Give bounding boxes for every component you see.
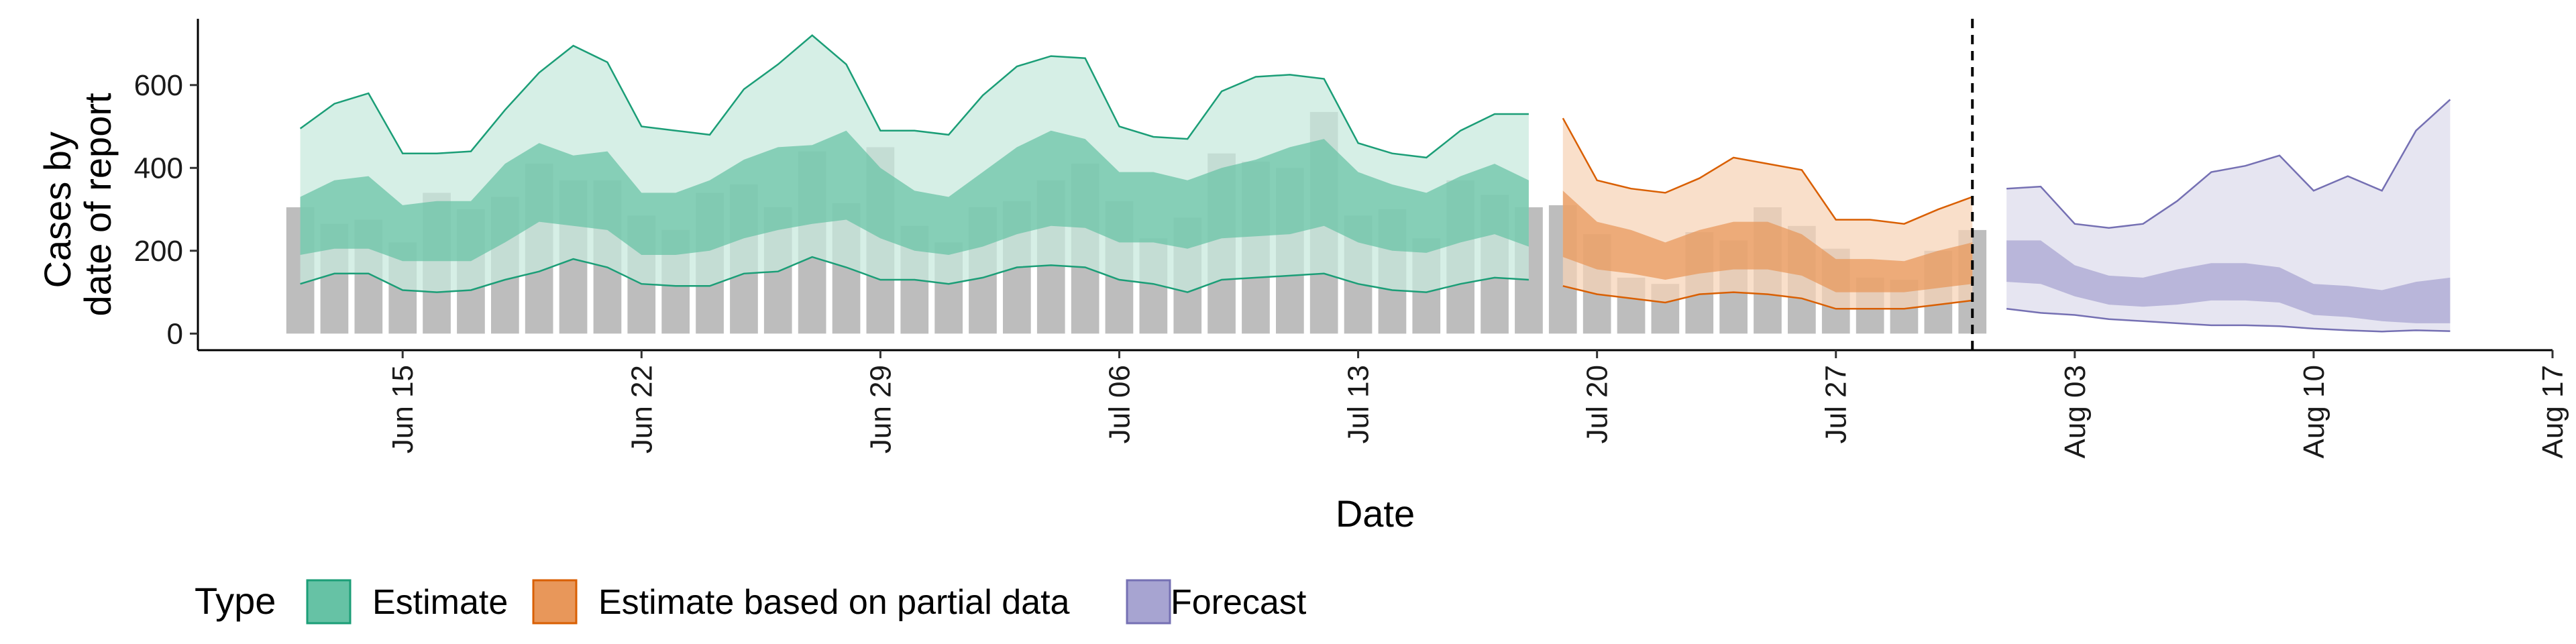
x-tick-label: Aug 03 [2059,365,2092,458]
x-tick-label: Jul 06 [1104,365,1136,443]
estimate-upper-line [299,34,1529,159]
y-tick-label: 400 [134,152,183,184]
x-tick-label: Jul 20 [1581,365,1614,443]
legend-key-partial [532,579,578,625]
y-axis: 0 200 400 600 [134,19,199,350]
y-ticks: 0 200 400 600 [134,69,198,350]
x-tick-label: Aug 17 [2536,365,2569,458]
x-tick-label: Aug 10 [2298,365,2330,458]
y-axis-title-line-2: date of report [76,93,119,317]
partial-inner-band [1562,191,1973,292]
y-tick-label: 0 [167,317,183,350]
x-tick-label: Jul 13 [1342,365,1375,443]
x-tick-label: Jun 22 [625,365,658,453]
x-ticks: Jun 15 Jun 22 Jun 29 Jul 06 Jul 13 Jul 20 Jul … [386,350,2569,458]
partial-lower-line [1562,285,1973,310]
legend: Type Estimate Estimate based on partial … [195,579,1307,625]
legend-label-estimate: Estimate [372,583,508,622]
plot-area [286,19,2451,350]
y-axis-title-line-1: Cases by [36,131,78,288]
forecast-lower-line [2006,308,2451,333]
forecast-outer-band [2006,99,2451,332]
legend-key-forecast [1126,579,1171,625]
partial-upper-line [1562,117,1973,225]
legend-key-estimate [306,579,352,625]
legend-title: Type [195,580,276,622]
y-tick-label: 600 [134,69,183,102]
forecast-upper-line [2006,99,2451,229]
legend-label-forecast: Forecast [1171,583,1307,622]
y-tick-label: 200 [134,235,183,268]
x-tick-label: Jun 29 [864,365,897,453]
x-axis-title: Date [1336,492,1415,535]
ribbons-layer [299,34,2451,333]
x-axis: Jun 15 Jun 22 Jun 29 Jul 06 Jul 13 Jul 20 Jul … [198,349,2569,458]
estimate-lower-line [300,256,1529,293]
x-tick-label: Jun 15 [386,365,419,453]
x-tick-label: Jul 27 [1820,365,1853,443]
legend-label-partial: Estimate based on partial data [598,583,1070,622]
y-axis-title: Cases by date of report [36,93,119,317]
forecast-inner-band [2006,240,2451,323]
estimate-inner-band [300,130,1529,262]
